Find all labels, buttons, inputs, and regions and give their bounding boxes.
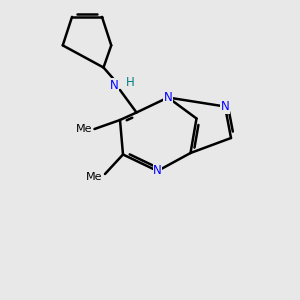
Text: H: H <box>126 76 135 89</box>
Text: N: N <box>153 164 162 178</box>
Text: N: N <box>164 91 172 104</box>
Text: N: N <box>220 100 230 113</box>
Text: Me: Me <box>86 172 103 182</box>
Text: N: N <box>110 79 118 92</box>
Text: Me: Me <box>76 124 92 134</box>
